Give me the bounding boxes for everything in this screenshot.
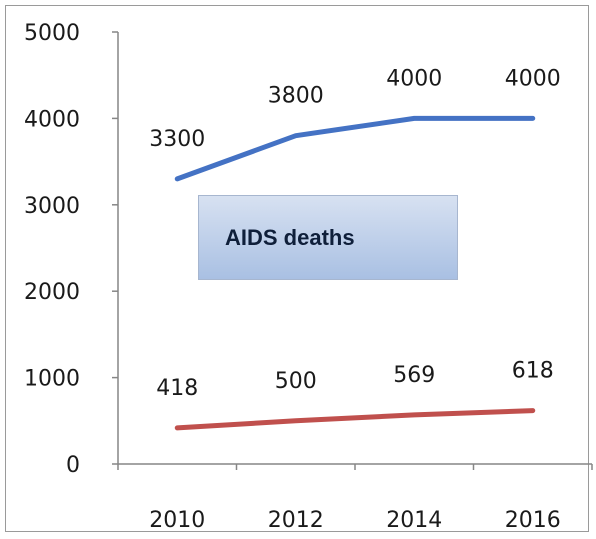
annotation-text: AIDS deaths bbox=[225, 224, 355, 250]
data-label: 3800 bbox=[268, 84, 324, 109]
x-tick-label: 2014 bbox=[386, 508, 442, 533]
y-tick-label: 5000 bbox=[24, 21, 80, 46]
y-tick-label: 1000 bbox=[24, 367, 80, 392]
x-tick-label: 2010 bbox=[149, 508, 205, 533]
x-tick-labels: 2010 2012 2014 2016 bbox=[117, 464, 593, 533]
data-label: 569 bbox=[393, 363, 435, 388]
y-tick-labels: 0 1000 2000 3000 4000 5000 bbox=[24, 21, 118, 478]
data-label: 418 bbox=[156, 376, 198, 401]
annotation-box: AIDS deaths bbox=[198, 195, 458, 280]
series-lines bbox=[174, 115, 536, 431]
data-label: 618 bbox=[512, 359, 554, 384]
x-tick-label: 2012 bbox=[268, 508, 324, 533]
data-labels: 3300 3800 4000 4000 418 500 569 618 bbox=[149, 66, 561, 400]
y-tick-label: 2000 bbox=[24, 280, 80, 305]
series-line-1 bbox=[174, 115, 536, 182]
y-tick-label: 4000 bbox=[24, 107, 80, 132]
data-label: 4000 bbox=[386, 66, 442, 91]
data-label: 3300 bbox=[149, 127, 205, 152]
data-label: 500 bbox=[275, 369, 317, 394]
x-tick-label: 2016 bbox=[505, 508, 561, 533]
y-tick-label: 3000 bbox=[24, 194, 80, 219]
data-label: 4000 bbox=[505, 66, 561, 91]
series-line-2 bbox=[174, 408, 536, 431]
y-tick-label: 0 bbox=[66, 453, 80, 478]
